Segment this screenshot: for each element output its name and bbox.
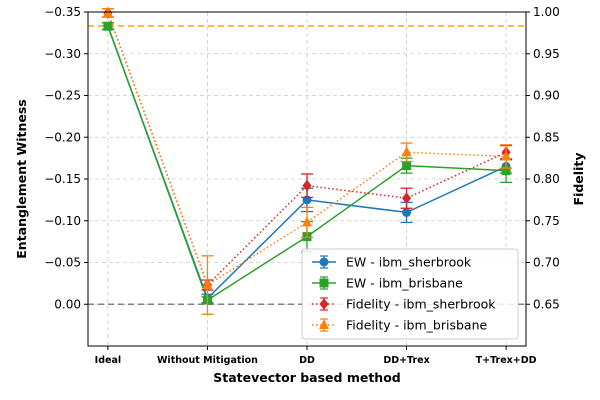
- x-tick-label: Without Mitigation: [157, 355, 258, 366]
- legend-label: Fidelity - ibm_sherbrook: [346, 297, 496, 312]
- data-point: [402, 161, 412, 171]
- x-tick-label: Ideal: [95, 355, 121, 366]
- legend-marker: [319, 319, 329, 329]
- y2-axis-label: Fidelity: [571, 153, 586, 206]
- legend-marker: [319, 298, 329, 310]
- legend-marker: [319, 257, 329, 267]
- y-tick-label: −0.20: [44, 130, 81, 144]
- y-tick-label: −0.35: [44, 5, 81, 19]
- axes: 0.00 −0.05 −0.10 −0.15 −0.20 −0.25 −0.30 −0.35 0…: [44, 5, 560, 366]
- series-layer: [101, 6, 513, 315]
- series-line: [107, 12, 507, 287]
- y2-tick-label: 0.85: [533, 130, 560, 144]
- y2-tick-label: 0.80: [533, 172, 560, 186]
- y-tick-label: −0.15: [44, 172, 81, 186]
- data-point: [302, 216, 312, 227]
- y2-tick-label: 1.00: [533, 5, 560, 19]
- y-tick-label: 0.00: [54, 297, 81, 311]
- y2-tick-label: 0.70: [533, 256, 560, 270]
- legend-marker: [319, 278, 329, 288]
- x-tick-label: DD: [299, 355, 315, 366]
- y-tick-label: −0.30: [44, 47, 81, 61]
- y2-tick-label: 0.90: [533, 89, 560, 103]
- y-axis-label: Entanglement Witness: [14, 99, 29, 259]
- y-tick-label: −0.25: [44, 89, 81, 103]
- data-point: [302, 179, 312, 192]
- legend-box: [301, 248, 519, 340]
- legend-label: EW - ibm_sherbrook: [346, 255, 472, 270]
- legend: EW - ibm_sherbrook EW - ibm_brisbane Fidel…: [301, 248, 519, 340]
- data-point: [401, 146, 412, 157]
- y-tick-label: −0.10: [44, 214, 81, 228]
- y2-tick-label: 0.75: [533, 214, 560, 228]
- x-axis-label: Statevector based method: [213, 370, 401, 385]
- legend-label: Fidelity - ibm_brisbane: [346, 318, 487, 333]
- data-point: [103, 21, 113, 31]
- x-tick-label: T+Trex+DD: [476, 355, 537, 366]
- data-point: [202, 279, 213, 290]
- y2-tick-label: 0.95: [533, 47, 560, 61]
- legend-label: EW - ibm_brisbane: [346, 276, 463, 291]
- data-point: [402, 207, 412, 217]
- y-tick-label: −0.05: [44, 256, 81, 270]
- x-tick-label: DD+Trex: [383, 355, 429, 366]
- y2-tick-label: 0.65: [533, 297, 560, 311]
- data-point: [501, 150, 512, 161]
- data-point: [501, 166, 511, 176]
- data-point: [402, 192, 412, 205]
- series: [101, 6, 513, 315]
